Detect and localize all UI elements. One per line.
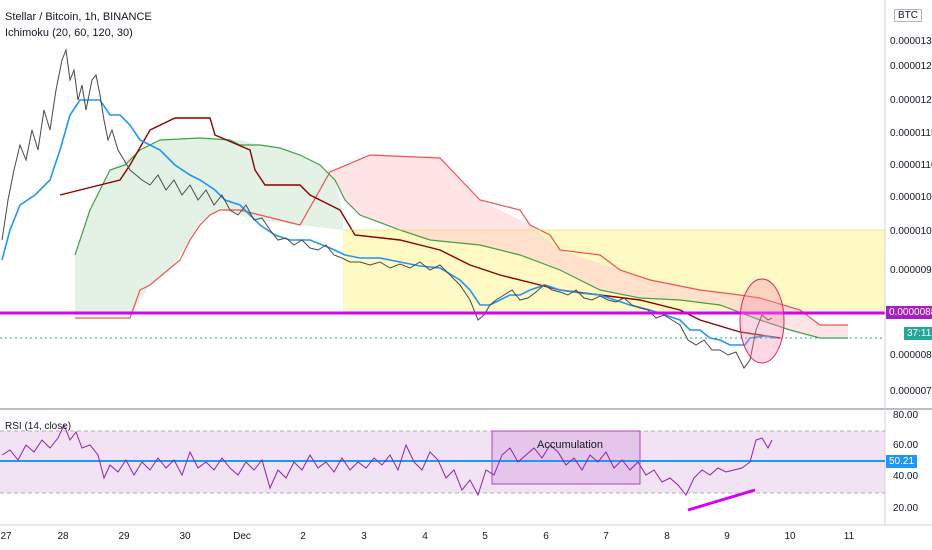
- date-tick: 5: [482, 531, 488, 542]
- accumulation-label: Accumulation: [537, 439, 604, 451]
- price-tick: 0.00000820: [890, 350, 932, 361]
- date-tick: 9: [724, 531, 730, 542]
- price-tick: 0.00001050: [890, 192, 932, 203]
- date-tick: 28: [57, 531, 69, 542]
- date-tick: 30: [179, 531, 191, 542]
- kijun-line: [59, 117, 781, 339]
- senkou-span-b: [75, 154, 848, 326]
- date-tick: 27: [0, 531, 12, 542]
- price-candles: [1, 48, 773, 369]
- rsi-tick: 20.00: [893, 503, 919, 514]
- rsi-value-tag: 50.21: [886, 455, 918, 468]
- date-tick: 4: [422, 531, 428, 542]
- rsi-pane: [0, 423, 885, 512]
- price-tick: 0.00000940: [890, 265, 932, 276]
- accumulation-box: [491, 430, 641, 485]
- bar-countdown-tag: 37:11: [904, 327, 932, 340]
- symbol-title[interactable]: Stellar / Bitcoin, 1h, BINANCE: [5, 11, 152, 23]
- tenkan-line: [1, 99, 776, 346]
- ichimoku-indicator-label[interactable]: Ichimoku (20, 60, 120, 30): [5, 27, 133, 39]
- price-tick: 0.00001300: [890, 36, 932, 47]
- highlight-ellipse: [739, 278, 785, 364]
- date-tick: 7: [603, 531, 609, 542]
- rsi-divergence-line: [687, 488, 756, 512]
- kumo-green: [75, 138, 343, 315]
- date-tick: 11: [843, 531, 855, 542]
- current-price-tag: 0.00000880: [886, 306, 932, 319]
- rsi-tick: 80.00: [893, 410, 919, 421]
- date-tick: 3: [361, 531, 367, 542]
- rsi-line: [1, 423, 773, 497]
- rsi-indicator-label[interactable]: RSI (14, close): [5, 421, 72, 432]
- senkou-span-a: [74, 137, 848, 339]
- kumo-red: [330, 155, 848, 338]
- date-tick: 29: [118, 531, 130, 542]
- price-pane: [0, 48, 885, 369]
- date-tick: Dec: [233, 531, 251, 542]
- price-tick: 0.00001100: [890, 160, 932, 171]
- currency-label[interactable]: BTC: [894, 9, 922, 22]
- date-tick: 2: [300, 531, 306, 542]
- date-tick: 8: [664, 531, 670, 542]
- price-tick: 0.00001200: [890, 95, 932, 106]
- date-tick: 6: [543, 531, 549, 542]
- price-tick: 0.00001000: [890, 226, 932, 237]
- rsi-tick: 40.00: [893, 471, 919, 482]
- price-tick: 0.00000770: [890, 386, 932, 397]
- rsi-tick: 60.00: [893, 440, 919, 451]
- price-tick: 0.00001150: [890, 128, 932, 139]
- date-tick: 10: [784, 531, 796, 542]
- price-tick: 0.00001250: [890, 61, 932, 72]
